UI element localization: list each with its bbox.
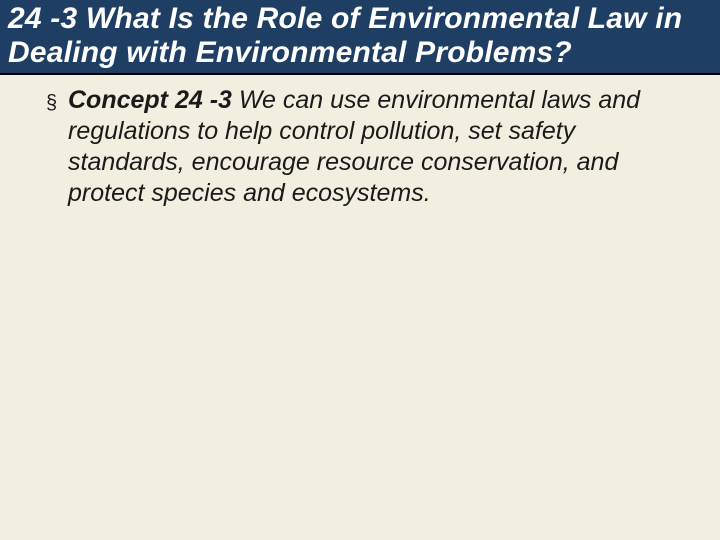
bullet-item: § Concept 24 -3 We can use environmental… bbox=[46, 85, 690, 209]
slide: 24 -3 What Is the Role of Environmental … bbox=[0, 0, 720, 540]
slide-title: 24 -3 What Is the Role of Environmental … bbox=[0, 0, 720, 73]
body-area: § Concept 24 -3 We can use environmental… bbox=[0, 75, 720, 209]
title-band: 24 -3 What Is the Role of Environmental … bbox=[0, 0, 720, 75]
bullet-icon: § bbox=[46, 91, 60, 116]
bullet-text: Concept 24 -3 We can use environmental l… bbox=[68, 85, 690, 209]
concept-label: Concept 24 -3 bbox=[68, 86, 232, 114]
